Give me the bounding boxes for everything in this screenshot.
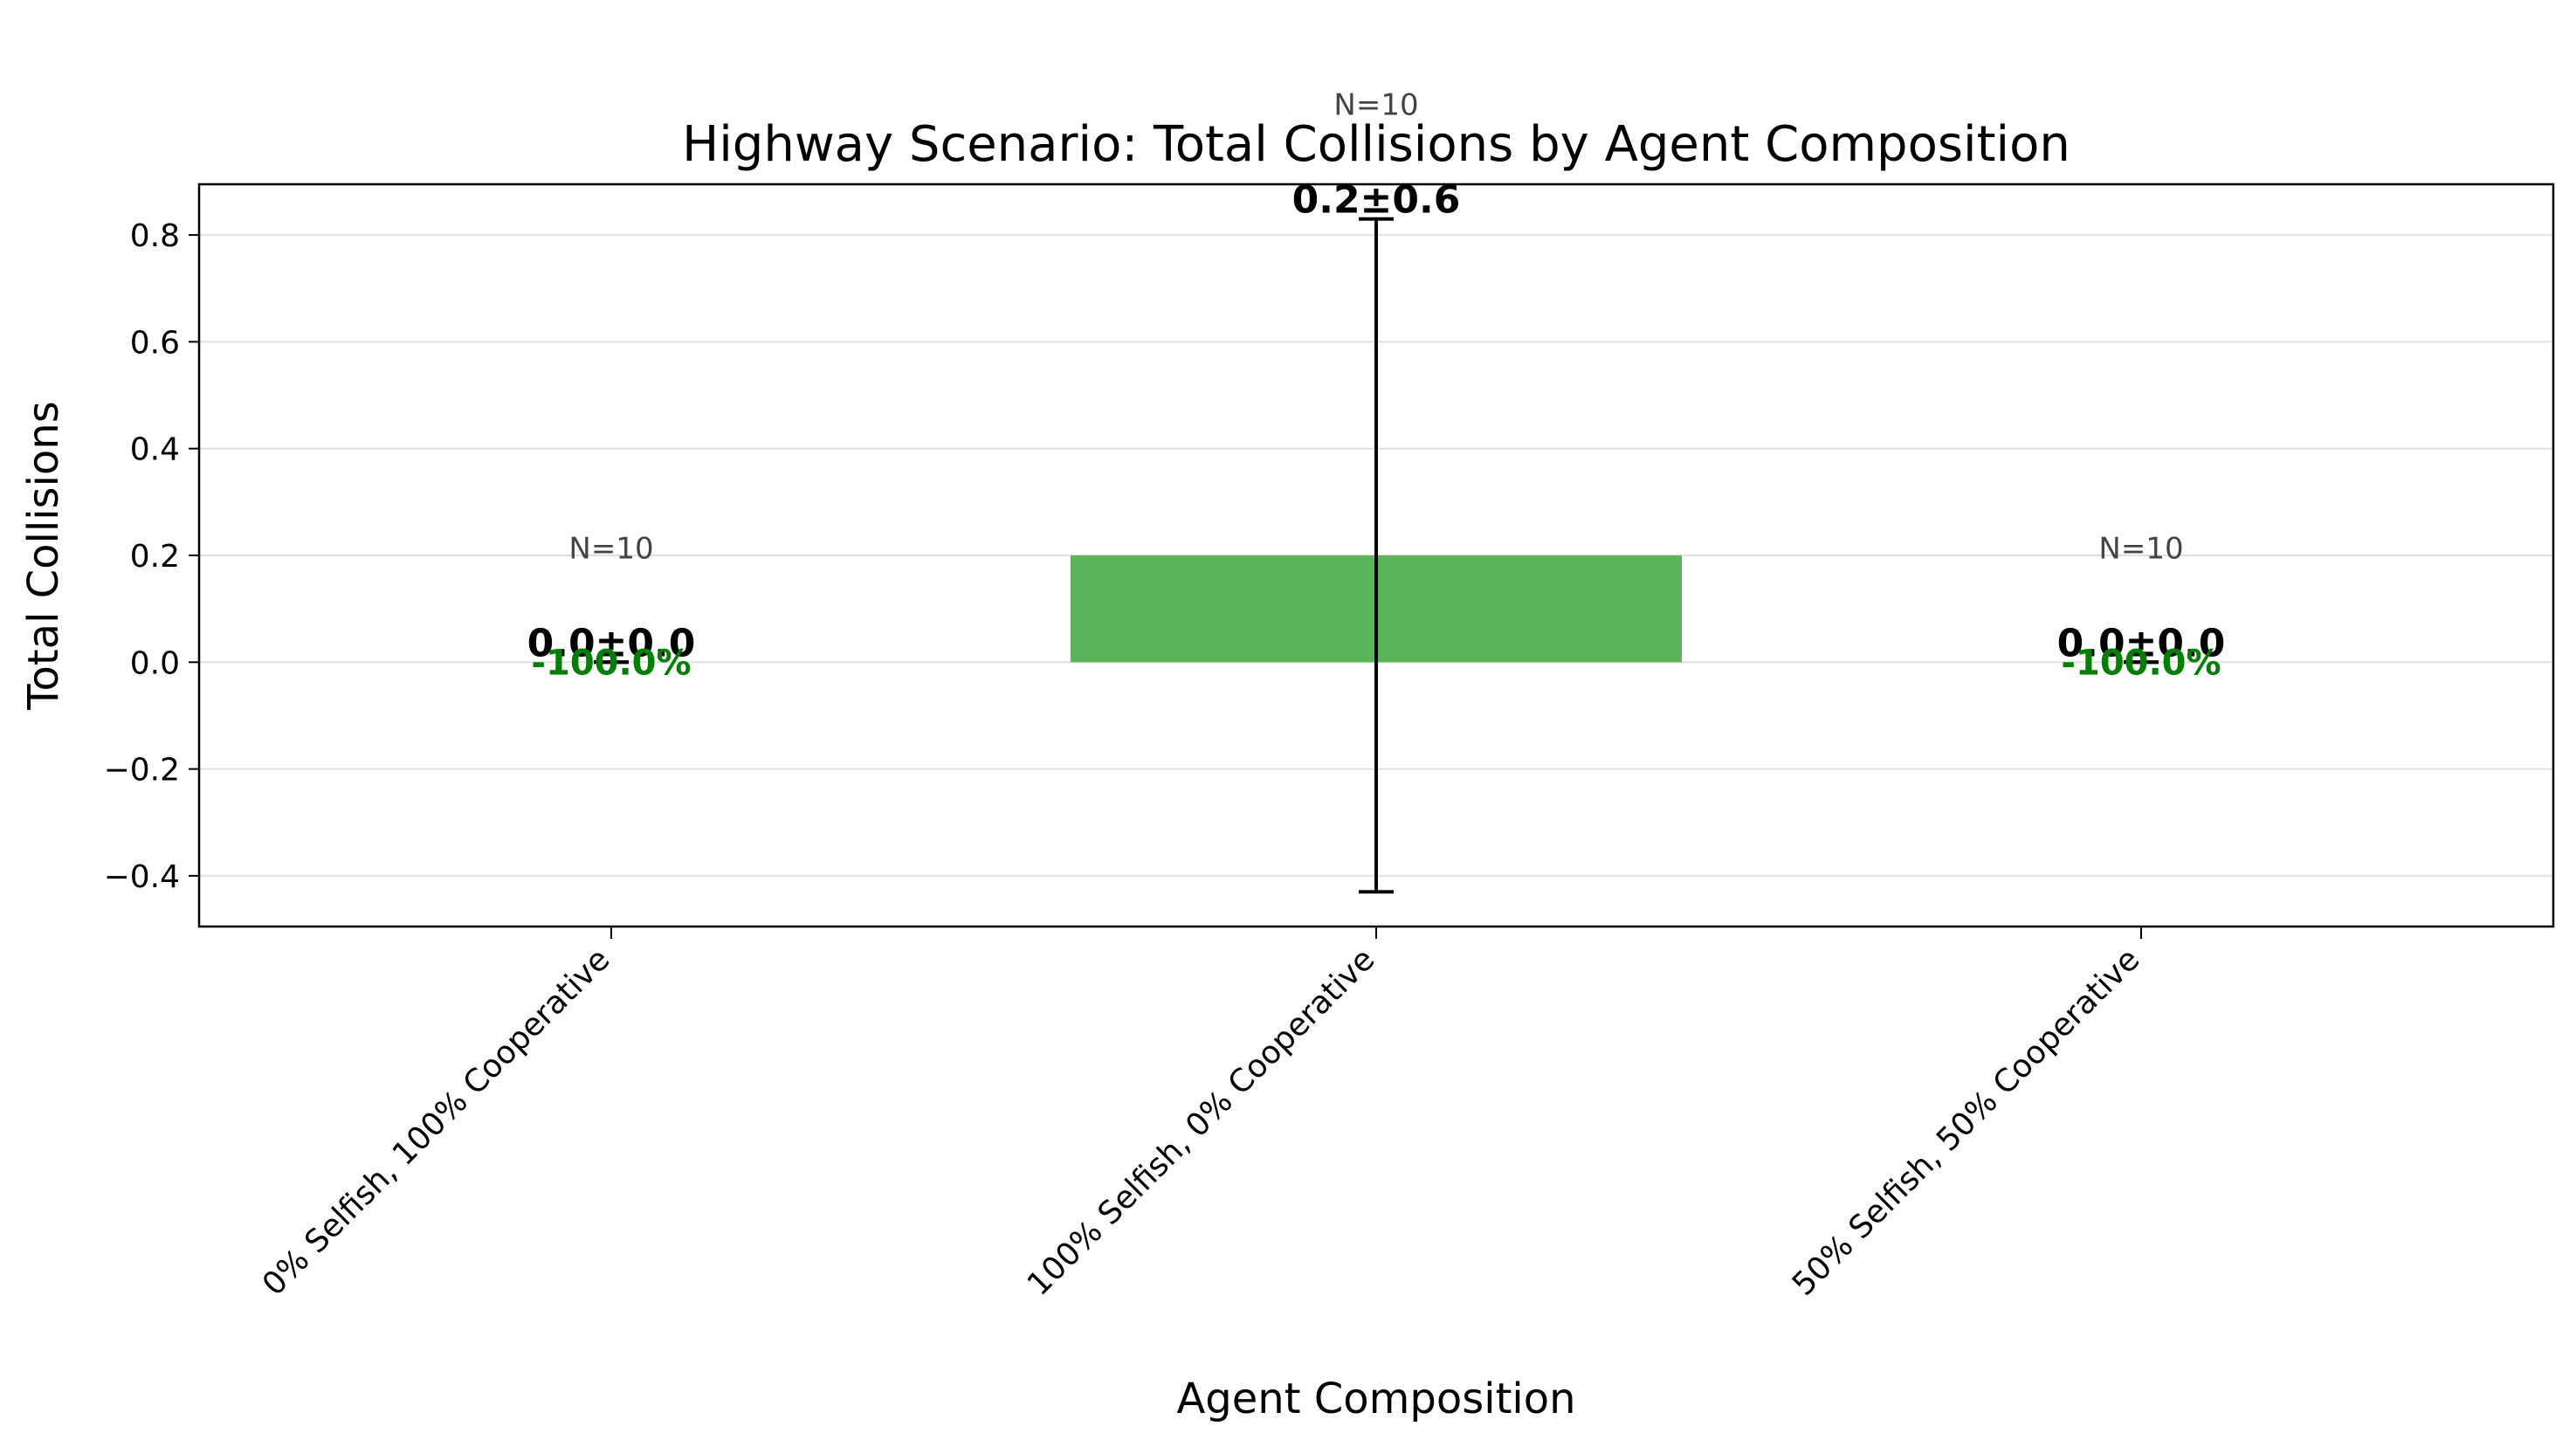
pct-label: -100.0% bbox=[2061, 643, 2221, 683]
x-tick-label: 100% Selfish, 0% Cooperative bbox=[1021, 941, 1381, 1302]
x-tick-label: 50% Selfish, 50% Cooperative bbox=[1786, 941, 2146, 1302]
value-label: 0.0±0.0 bbox=[2057, 621, 2226, 665]
y-tick-label: −0.2 bbox=[104, 753, 180, 789]
value-label: 0.2±0.6 bbox=[1292, 178, 1461, 223]
y-tick-label: 0.6 bbox=[130, 325, 180, 361]
y-axis: −0.4 −0.2 0.0 0.2 0.4 0.6 0.8 bbox=[104, 218, 199, 895]
y-axis-label: Total Collisions bbox=[19, 401, 68, 710]
n-label: N=10 bbox=[568, 531, 653, 566]
y-tick-label: 0.8 bbox=[130, 218, 180, 254]
chart-title: Highway Scenario: Total Collisions by Ag… bbox=[682, 116, 2070, 173]
bar-annotations: 0.0±0.0 N=10 -100.0% 0.2±0.6 N=10 0.0±0.0 N=10… bbox=[527, 88, 2226, 684]
x-tick-label: 0% Selfish, 100% Cooperative bbox=[256, 941, 616, 1302]
y-tick-label: 0.2 bbox=[130, 539, 180, 575]
y-tick-label: 0.4 bbox=[130, 432, 180, 468]
x-axis: 0% Selfish, 100% Cooperative 100% Selfish… bbox=[256, 927, 2146, 1303]
pct-label: -100.0% bbox=[531, 643, 691, 683]
y-tick-label: −0.4 bbox=[104, 859, 180, 895]
error-bars bbox=[594, 217, 2159, 894]
x-axis-label: Agent Composition bbox=[1176, 1375, 1575, 1423]
y-tick-label: 0.0 bbox=[130, 645, 180, 681]
n-label: N=10 bbox=[1333, 88, 1418, 123]
n-label: N=10 bbox=[2098, 531, 2183, 566]
value-label: 0.0±0.0 bbox=[527, 621, 696, 665]
